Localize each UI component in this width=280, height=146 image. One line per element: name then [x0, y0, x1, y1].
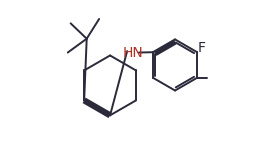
Text: HN: HN [122, 46, 143, 60]
Text: F: F [197, 41, 205, 55]
